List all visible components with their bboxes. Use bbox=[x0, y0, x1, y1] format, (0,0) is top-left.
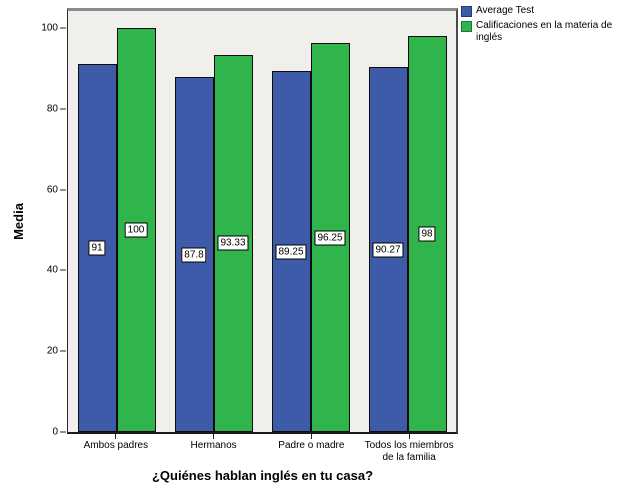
legend-label: Average Test bbox=[476, 5, 535, 16]
y-tick-20: 20 bbox=[47, 346, 66, 357]
bar-calificaciones-en-la-materia-de-ingl-s-ambos-padres: 100 bbox=[116, 28, 156, 432]
legend-swatch-icon bbox=[461, 21, 472, 32]
bar-group-hermanos: 87.8 93.33 bbox=[174, 54, 253, 432]
legend-label: Calificaciones en la materia de inglés bbox=[476, 20, 613, 43]
value-label: 87.8 bbox=[181, 247, 207, 263]
x-category-todos-los-miembros-de-la-familia: Todos los miembros de la familia bbox=[361, 434, 458, 464]
value-label: 90.27 bbox=[372, 242, 404, 258]
legend-swatch-icon bbox=[461, 6, 472, 17]
x-category-ambos-padres: Ambos padres bbox=[67, 434, 164, 464]
x-category-label: Hermanos bbox=[190, 440, 237, 451]
bar-calificaciones-en-la-materia-de-ingl-s-padre-o-madre: 96.25 bbox=[310, 43, 350, 432]
x-category-label: Padre o madre bbox=[278, 440, 345, 451]
x-axis: Ambos padres Hermanos Padre o madre Todos l… bbox=[67, 434, 458, 464]
value-label: 98 bbox=[418, 226, 436, 242]
x-category-label: Ambos padres bbox=[83, 440, 149, 451]
x-axis-title: ¿Quiénes hablan inglés en tu casa? bbox=[151, 468, 374, 483]
x-category-hermanos: Hermanos bbox=[165, 434, 262, 464]
y-tick-100: 100 bbox=[41, 23, 66, 34]
x-tick-mark bbox=[115, 434, 117, 439]
bar-group-ambos-padres: 91 100 bbox=[77, 28, 156, 432]
bar-group-todos-los-miembros-de-la-familia: 90.27 98 bbox=[368, 36, 447, 432]
y-tick-60: 60 bbox=[47, 184, 66, 195]
legend-item-average-test: Average Test bbox=[461, 5, 625, 17]
y-tick-label: 100 bbox=[41, 22, 58, 34]
bar-average-test-padre-o-madre: 89.25 bbox=[271, 71, 311, 432]
x-category-label: Todos los miembros de la familia bbox=[364, 440, 454, 463]
value-label: 89.25 bbox=[275, 244, 307, 260]
x-category-padre-o-madre: Padre o madre bbox=[263, 434, 360, 464]
y-tick-80: 80 bbox=[47, 103, 66, 114]
bar-calificaciones-en-la-materia-de-ingl-s-todos-los-miembros-de-la-familia: 98 bbox=[407, 36, 447, 432]
legend-item-calificaciones-en-la-materia-de-ingl-s: Calificaciones en la materia de inglés bbox=[461, 20, 625, 44]
y-tick-label: 20 bbox=[46, 345, 58, 357]
y-axis: 0 20 40 60 80 100 bbox=[0, 11, 66, 438]
bar-group-padre-o-madre: 89.25 96.25 bbox=[271, 43, 350, 432]
y-tick-mark bbox=[60, 27, 66, 29]
y-tick-mark bbox=[60, 269, 66, 271]
y-tick-label: 0 bbox=[52, 426, 58, 438]
bar-average-test-ambos-padres: 91 bbox=[77, 64, 117, 432]
plot-area: 91 100 87.8 93.33 89.25 96.25 90.27 98 bbox=[67, 8, 458, 434]
bar-average-test-todos-los-miembros-de-la-familia: 90.27 bbox=[368, 67, 408, 432]
y-tick-label: 40 bbox=[46, 264, 58, 276]
y-tick-mark bbox=[60, 189, 66, 191]
y-tick-mark bbox=[60, 108, 66, 110]
legend: Average Test Calificaciones en la materia… bbox=[461, 5, 625, 44]
y-tick-label: 80 bbox=[46, 103, 58, 115]
value-label: 93.33 bbox=[217, 235, 249, 251]
value-label: 100 bbox=[124, 222, 148, 238]
x-tick-mark bbox=[310, 434, 312, 439]
x-tick-mark bbox=[213, 434, 215, 439]
y-tick-mark bbox=[60, 350, 66, 352]
y-tick-mark bbox=[60, 431, 66, 433]
x-tick-mark bbox=[408, 434, 410, 439]
y-tick-label: 60 bbox=[46, 184, 58, 196]
bar-average-test-hermanos: 87.8 bbox=[174, 77, 214, 432]
y-tick-40: 40 bbox=[47, 265, 66, 276]
bar-calificaciones-en-la-materia-de-ingl-s-hermanos: 93.33 bbox=[213, 54, 253, 432]
value-label: 91 bbox=[88, 240, 106, 256]
y-tick-0: 0 bbox=[52, 427, 66, 438]
value-label: 96.25 bbox=[314, 230, 346, 246]
